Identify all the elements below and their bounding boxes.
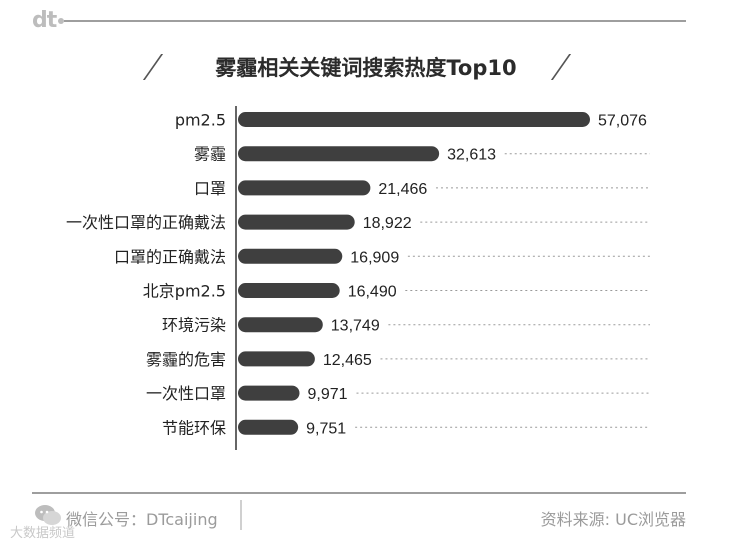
dt-logo: dt bbox=[32, 8, 57, 33]
value-label: 16,490 bbox=[348, 284, 397, 301]
bar bbox=[238, 112, 590, 127]
title-container: 雾霾相关关键词搜索热度Top10 bbox=[0, 50, 732, 86]
value-label: 13,749 bbox=[331, 318, 380, 335]
category-label: 环境污染 bbox=[162, 316, 226, 335]
bar bbox=[238, 419, 299, 435]
value-label: 18,922 bbox=[363, 215, 412, 232]
category-label: 口罩的正确戴法 bbox=[114, 247, 226, 266]
wechat-icon bbox=[35, 505, 61, 525]
top-divider bbox=[64, 20, 686, 22]
bar bbox=[238, 385, 300, 401]
category-label: pm2.5 bbox=[175, 111, 226, 130]
bar bbox=[238, 351, 315, 367]
watermark: 大数据频道 bbox=[10, 526, 76, 541]
value-label: 12,465 bbox=[323, 352, 372, 369]
data-source: 资料来源: UC浏览器 bbox=[540, 510, 686, 529]
value-label: 32,613 bbox=[447, 147, 496, 164]
value-label: 16,909 bbox=[350, 249, 399, 266]
value-label: 9,751 bbox=[306, 420, 346, 437]
category-label: 雾霾 bbox=[194, 145, 226, 164]
bar bbox=[238, 283, 340, 298]
logo-dot bbox=[58, 18, 64, 24]
bar bbox=[238, 180, 371, 196]
value-label: 57,076 bbox=[598, 113, 647, 130]
bar bbox=[238, 146, 440, 162]
category-label: 北京pm2.5 bbox=[143, 282, 226, 301]
wechat-account: 微信公号：DTcaijing bbox=[66, 510, 218, 529]
category-label: 口罩 bbox=[194, 179, 226, 198]
category-label: 雾霾的危害 bbox=[146, 350, 226, 369]
bar bbox=[238, 214, 355, 230]
category-label: 节能环保 bbox=[162, 418, 226, 437]
bar bbox=[238, 317, 323, 333]
bottom-divider bbox=[32, 492, 686, 494]
footer-divider bbox=[240, 500, 242, 530]
bar bbox=[238, 248, 343, 264]
category-label: 一次性口罩的正确戴法 bbox=[66, 213, 226, 232]
bar-chart: pm2.5 57,076 雾霾 32,613 口罩 21,466 一次性口罩的正确戴法 18,… bbox=[66, 106, 650, 450]
value-label: 21,466 bbox=[378, 181, 427, 198]
category-label: 一次性口罩 bbox=[146, 384, 226, 403]
chart-title: 雾霾相关关键词搜索热度Top10 bbox=[215, 56, 517, 80]
value-label: 9,971 bbox=[307, 386, 347, 403]
